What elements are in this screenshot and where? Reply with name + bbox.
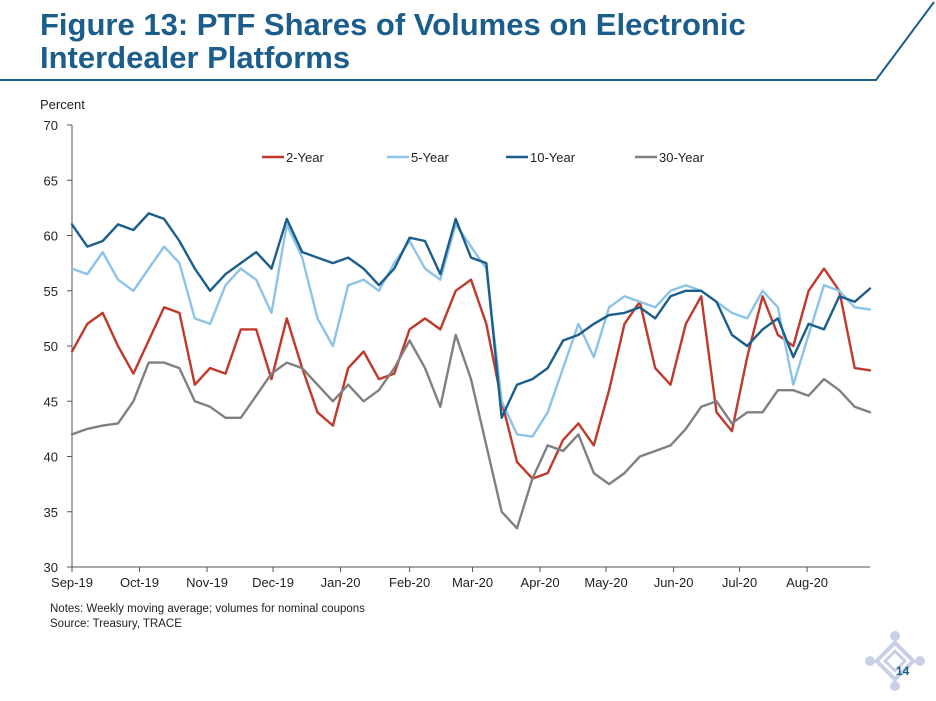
x-axis: Sep-19 Oct-19 Nov-19 Dec-19 Jan-20 Feb-20 Mar-… [51,566,870,590]
federal-reserve-logo [865,631,925,691]
x-tick-label: Sep-19 [51,575,93,590]
notes-text: Notes: Weekly moving average; volumes fo… [50,603,365,615]
source-text: Source: Treasury, TRACE [50,618,182,630]
y-tick-label: 45 [44,394,58,409]
x-tick-label: Jun-20 [654,575,694,590]
series-layer [70,212,872,530]
x-tick-label: Jul-20 [722,575,757,590]
y-tick-label: 70 [44,118,58,133]
chart-notes: Notes: Weekly moving average; volumes fo… [50,602,365,632]
y-tick-label: 30 [44,560,58,575]
series-line-10-year [70,212,872,419]
x-tick-label: Jan-20 [321,575,361,590]
x-tick-label: Nov-19 [186,575,228,590]
x-tick-label: Dec-19 [252,575,294,590]
line-chart: 30 35 40 45 50 55 60 65 70 Sep-19 Oct-19 Nov-19 Dec… [40,97,872,590]
logo-lattice-icon [865,631,925,691]
series-line-30-year [70,333,872,530]
page-number: 14 [896,664,910,678]
x-tick-label: Oct-19 [120,575,159,590]
legend: 2-Year 5-Year 10-Year 30-Year [262,150,705,165]
legend-label: 2-Year [286,150,324,165]
y-axis-label: Percent [40,97,85,112]
x-tick-label: Apr-20 [521,575,560,590]
x-tick-label: Feb-20 [389,575,430,590]
y-tick-label: 40 [44,450,58,465]
y-tick-label: 65 [44,173,58,188]
x-tick-label: May-20 [584,575,627,590]
x-tick-label: Mar-20 [452,575,493,590]
header-rule-line [0,1,935,81]
x-tick-label: Aug-20 [786,575,828,590]
header-rule [0,1,935,81]
legend-label: 10-Year [530,150,576,165]
y-tick-label: 60 [44,229,58,244]
legend-label: 30-Year [659,150,705,165]
y-tick-label: 50 [44,339,58,354]
y-tick-label: 55 [44,284,58,299]
y-tick-label: 35 [44,505,58,520]
series-line-5-year [70,223,872,438]
y-axis: 30 35 40 45 50 55 60 65 70 [44,118,73,575]
slide-title: Figure 13: PTF Shares of Volumes on Elec… [40,7,746,75]
legend-label: 5-Year [411,150,449,165]
series-line-2-year [70,267,872,480]
